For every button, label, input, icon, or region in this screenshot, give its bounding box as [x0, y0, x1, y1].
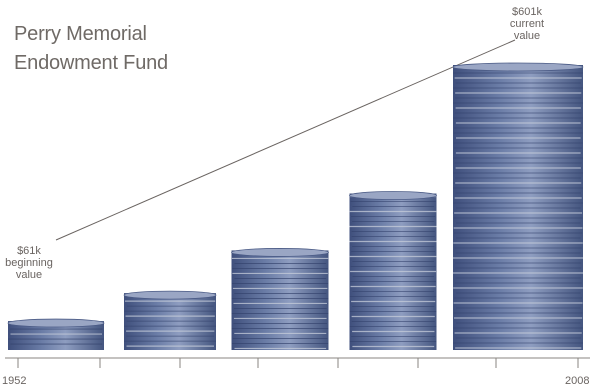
chart-title-line-1: Perry Memorial	[14, 23, 147, 45]
annotation-beginning-word: beginning	[5, 257, 53, 269]
annotation-beginning-value-word: value	[15, 269, 43, 281]
annotation-current-word: current	[509, 18, 545, 30]
annotation-beginning-value: $61k beginning value	[4, 245, 54, 281]
x-tick-label-end: 2008	[565, 375, 590, 387]
trend-line	[55, 39, 516, 241]
x-tick-label-start: 1952	[2, 375, 27, 387]
annotation-beginning-amount: $61k	[17, 245, 41, 257]
coin-stack-bar	[7, 318, 105, 350]
chart-title-line-2: Endowment Fund	[14, 52, 168, 74]
chart-title: Perry Memorial Endowment Fund	[14, 20, 168, 78]
annotation-current-value: $601k current value	[490, 6, 564, 42]
annotation-current-value-word: value	[513, 30, 541, 42]
annotation-current-amount: $601k	[512, 6, 542, 18]
coin-stack-bar	[231, 248, 329, 350]
coin-stack-bar	[349, 191, 437, 350]
coin-stack-bar	[452, 62, 584, 350]
coin-stack-bar	[123, 290, 217, 350]
